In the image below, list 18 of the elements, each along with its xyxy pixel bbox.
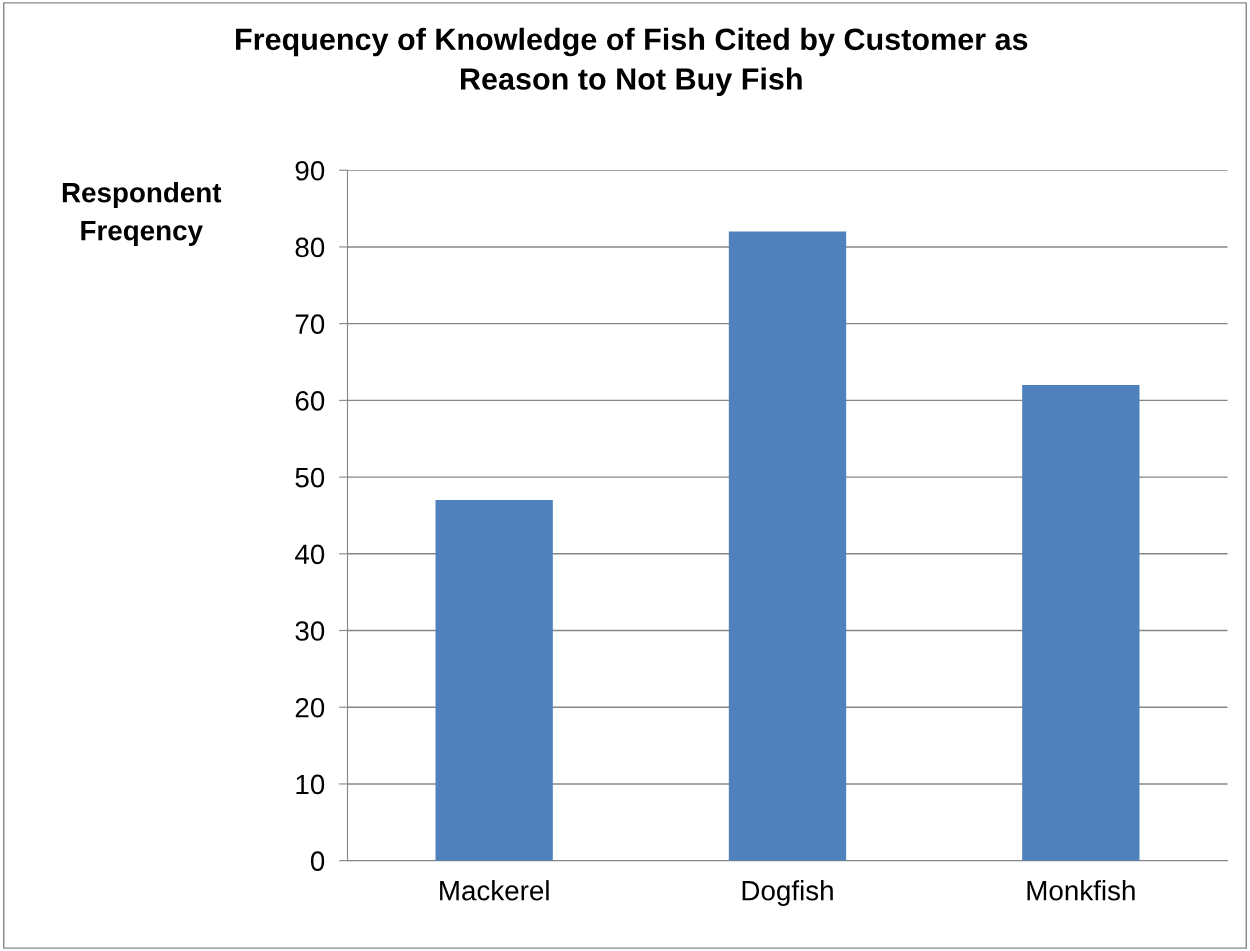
x-tick-label: Mackerel	[440, 880, 549, 901]
y-tick-label: 40	[295, 544, 325, 565]
y-tick-label: 0	[310, 851, 325, 871]
y-tick-label: 90	[295, 160, 325, 181]
y-tick-label: 80	[295, 237, 325, 258]
y-tick-label: 60	[295, 391, 325, 411]
bar	[728, 231, 847, 861]
chart-title: Frequency of Knowledge of Fish Cited by Customer as Reason to Not Buy Fish	[236, 27, 1028, 96]
y-tick-label: 50	[295, 467, 325, 488]
x-tick-label: Dogfish	[742, 880, 833, 906]
bar	[1022, 385, 1140, 861]
y-axis-title: Respondent Freqency	[62, 182, 222, 246]
y-tick-label: 30	[295, 621, 325, 641]
x-tick-label: Monkfish	[1027, 880, 1135, 901]
y-tick-label: 70	[295, 314, 325, 334]
y-tick-label: 20	[295, 697, 325, 718]
y-tick-label: 10	[296, 774, 325, 795]
bar	[435, 500, 553, 861]
